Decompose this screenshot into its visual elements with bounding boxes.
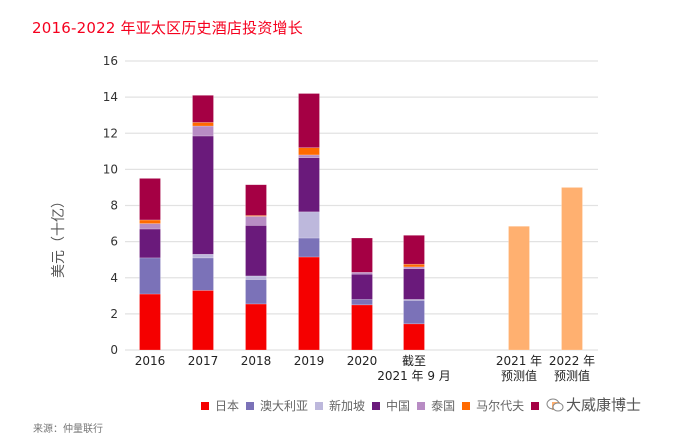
bar-segment (508, 225, 530, 351)
legend-item: 澳大利亚 (246, 397, 308, 414)
legend-label: 马尔代夫 (476, 399, 525, 413)
legend-swatch (462, 401, 471, 410)
legend-swatch (201, 401, 209, 410)
x-tick-label: 2017 (188, 354, 219, 368)
bar-segment (403, 268, 425, 300)
legend-swatch (246, 401, 255, 410)
legend-swatch (531, 401, 540, 410)
legend-item: 马尔代夫 (462, 397, 524, 414)
y-tick-label: 10 (103, 162, 118, 176)
y-axis-ticks: 0 2 4 6 8 10 12 14 16 (103, 54, 118, 357)
y-tick-label: 4 (110, 271, 118, 285)
x-tick-label: 2020 (347, 354, 378, 368)
y-tick-label: 0 (110, 343, 118, 357)
bar-segment (192, 257, 214, 291)
bar-segment (298, 237, 320, 258)
y-tick-label: 16 (103, 54, 118, 68)
bar-segment (351, 273, 373, 300)
bar-segment (139, 228, 161, 259)
bar-segment (298, 154, 320, 158)
bar-segment (403, 323, 425, 351)
chart-title: 2016-2022 年亚太区历史酒店投资增长 (32, 19, 303, 37)
y-tick-label: 8 (110, 199, 118, 213)
x-tick-label: 2019 (294, 354, 325, 368)
bar-segment (561, 187, 583, 351)
x-tick-label: 2018 (241, 354, 272, 368)
bar-segment (403, 263, 425, 268)
wechat-icon (546, 398, 564, 411)
bar-segment (298, 211, 320, 239)
watermark: 大威康博士 (546, 394, 641, 415)
y-tick-label: 6 (110, 235, 118, 249)
y-axis-label: 美元（十亿） (51, 194, 67, 278)
bar-segment (245, 225, 267, 277)
x-tick-label: 2021 年 (496, 354, 542, 368)
bar-segment (192, 125, 214, 137)
bar-segment (245, 279, 267, 305)
legend-label: 日本 (215, 399, 240, 413)
legend-item: 泰国 (417, 397, 455, 414)
bar-segment (351, 304, 373, 351)
bar-segment (298, 256, 320, 351)
legend-swatch (372, 401, 381, 410)
bar-segment (403, 235, 425, 265)
bar-segment (139, 219, 161, 224)
legend-swatch (315, 401, 324, 410)
bar-segment (245, 216, 267, 226)
legend-item: 日本 (201, 397, 239, 414)
bar-segment (139, 178, 161, 221)
legend-label: 澳大利亚 (260, 399, 309, 413)
bar-segment (192, 122, 214, 127)
bars (139, 93, 583, 351)
legend-item: 新加坡 (315, 397, 365, 414)
legend-label: 新加坡 (329, 399, 366, 413)
x-tick-label: 预测值 (554, 368, 590, 383)
y-tick-label: 2 (110, 307, 118, 321)
bar-segment (298, 147, 320, 156)
x-tick-label: 截至 (402, 354, 426, 368)
watermark-text: 大威康博士 (566, 396, 642, 414)
x-tick-label: 2021 年 9 月 (377, 369, 451, 383)
source-note: 来源：仲量联行 (33, 424, 103, 435)
bar-segment (192, 95, 214, 123)
legend-item: 中国 (372, 397, 410, 414)
bar-segment (192, 135, 214, 255)
bar-segment (298, 157, 320, 213)
legend-label: 中国 (386, 399, 411, 413)
legend-swatch (417, 401, 426, 410)
bar-segment (351, 299, 373, 306)
bar-segment (139, 257, 161, 295)
legend-item (531, 401, 545, 410)
bar-segment (245, 275, 267, 280)
bar-segment (403, 300, 425, 325)
bar-segment (245, 303, 267, 351)
y-tick-label: 14 (103, 90, 118, 104)
legend: 日本 澳大利亚 新加坡 中国 泰国 马尔代夫 (201, 397, 573, 414)
x-tick-label: 2016 (135, 354, 166, 368)
legend-label: 泰国 (431, 399, 456, 413)
y-tick-label: 12 (103, 126, 118, 140)
bar-segment (192, 290, 214, 351)
bar-segment (192, 253, 214, 259)
bar-segment (298, 93, 320, 148)
x-tick-label: 预测值 (501, 368, 537, 383)
bar-segment (245, 184, 267, 216)
bar-segment (351, 237, 373, 273)
bar-segment (139, 223, 161, 230)
bar-segment (139, 293, 161, 351)
x-tick-label: 2022 年 (549, 354, 595, 368)
